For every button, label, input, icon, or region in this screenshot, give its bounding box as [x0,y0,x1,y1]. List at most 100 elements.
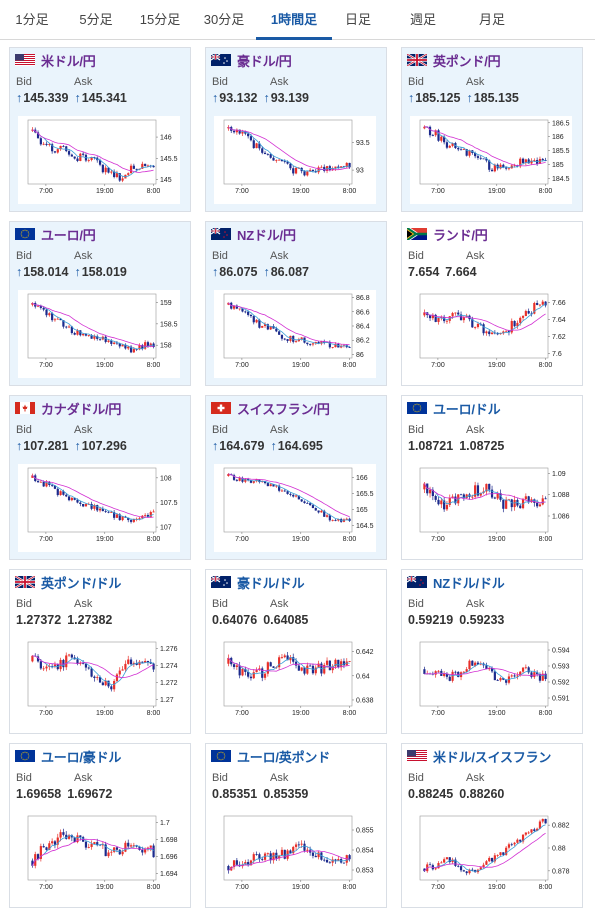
currency-pair-link[interactable]: ユーロ/円 [41,227,96,243]
candlestick-chart[interactable]: 1.09 1.088 1.086 7:00 19:00 8:00 [410,464,572,552]
currency-pair-link[interactable]: スイスフラン/円 [237,401,330,417]
currency-card[interactable]: NZドル/ドル Bid Ask 0.59219 0.59233 0.594 0.593 0.5… [401,569,583,734]
currency-pair-link[interactable]: ユーロ/ドル [433,401,501,417]
up-arrow-icon: ↑ [466,91,473,105]
candlestick-chart[interactable]: 0.882 0.88 0.878 7:00 19:00 8:00 [410,812,572,900]
bid-ask-labels: Bid Ask [408,424,484,436]
price-chart[interactable]: 7.66 7.64 7.62 7.6 7:00 19:00 8:00 [410,290,572,378]
currency-pair-link[interactable]: NZドル/ドル [433,575,505,591]
price-chart[interactable]: 93.5 93 7:00 19:00 8:00 [214,116,376,204]
currency-card[interactable]: ユーロ/英ポンド Bid Ask 0.85351 0.85359 0.855 0.854 0.… [205,743,387,908]
candle [513,320,516,328]
price-chart[interactable]: 0.642 0.64 0.638 7:00 19:00 8:00 [214,638,376,726]
price-chart[interactable]: 86.8 86.6 86.4 86.2 86 7:00 19:00 8:00 [214,290,376,378]
candlestick-chart[interactable]: 108 107.5 107 7:00 19:00 8:00 [18,464,180,552]
price-chart[interactable]: 146 145.5 145 7:00 19:00 8:00 [18,116,180,204]
candle [476,660,480,665]
price-chart[interactable]: 186.5 186 185.5 185 184.5 7:00 19:00 8:00 [410,116,572,204]
bid-ask-values: ↑ 86.075 ↑ 86.087 [212,265,315,279]
bid-label: Bid [16,772,32,784]
currency-pair-link[interactable]: ランド/円 [433,227,488,243]
tab-0[interactable]: 1分足 [15,12,49,27]
currency-card[interactable]: NZドル/円 Bid Ask ↑ 86.075 ↑ 86.087 86.8 86.6 86.4 86… [205,221,387,386]
x-tick-label: 8:00 [343,188,357,195]
currency-card[interactable]: 米ドル/スイスフラン Bid Ask 0.88245 0.88260 0.882 0.88 0… [401,743,583,908]
plot-frame [223,815,353,881]
price-chart[interactable]: 1.7 1.698 1.696 1.694 7:00 19:00 8:00 [18,812,180,900]
candle [73,156,76,160]
price-chart[interactable]: 0.882 0.88 0.878 7:00 19:00 8:00 [410,812,572,900]
currency-pair-link[interactable]: 英ポンド/ドル [41,575,122,591]
currency-card[interactable]: 豪ドル/円 Bid Ask ↑ 93.132 ↑ 93.139 93.5 93 7:00 19:00… [205,47,387,212]
candlestick-chart[interactable]: 93.5 93 7:00 19:00 8:00 [214,116,376,204]
currency-card[interactable]: カナダドル/円 Bid Ask ↑ 107.281 ↑ 107.296 108 107.5 107… [9,395,191,560]
currency-pair-link[interactable]: 米ドル/スイスフラン [433,749,552,765]
candlestick-chart[interactable]: 0.642 0.64 0.638 7:00 19:00 8:00 [214,638,376,726]
candlestick-chart[interactable]: 186.5 186 185.5 185 184.5 7:00 19:00 8:00 [410,116,572,204]
candle [524,664,527,670]
candlestick-chart[interactable]: 146 145.5 145 7:00 19:00 8:00 [18,116,180,204]
candle [297,841,300,848]
tab-6[interactable]: 週足 [409,12,436,27]
candlestick-chart[interactable]: 7.66 7.64 7.62 7.6 7:00 19:00 8:00 [410,290,572,378]
candle [530,158,533,166]
candlestick-chart[interactable]: 159 158.5 158 7:00 19:00 8:00 [18,290,180,378]
candle [59,490,62,496]
candle [42,665,45,671]
currency-card[interactable]: 豪ドル/ドル Bid Ask 0.64076 0.64085 0.642 0.64 0.638… [205,569,387,734]
price-chart[interactable]: 0.855 0.854 0.853 7:00 19:00 8:00 [214,812,376,900]
candle [227,473,230,477]
price-chart[interactable]: 108 107.5 107 7:00 19:00 8:00 [18,464,180,552]
price-chart[interactable]: 1.09 1.088 1.086 7:00 19:00 8:00 [410,464,572,552]
currency-pair-link[interactable]: 豪ドル/円 [237,53,292,69]
ma-long-line [32,129,154,173]
currency-card[interactable]: スイスフラン/円 Bid Ask ↑ 164.679 ↑ 164.695 166 165.5 16… [205,395,387,560]
card-header: スイスフラン/円 [211,400,330,417]
candle [255,142,258,149]
candle [331,519,334,522]
tab-7[interactable]: 月足 [478,12,505,27]
candlestick-chart[interactable]: 166 165.5 165 164.5 7:00 19:00 8:00 [214,464,376,552]
candlestick-chart[interactable]: 0.594 0.593 0.592 0.591 7:00 19:00 8:00 [410,638,572,726]
candle [533,827,536,832]
candlestick-chart[interactable]: 0.855 0.854 0.853 7:00 19:00 8:00 [214,812,376,900]
currency-pair-link[interactable]: 米ドル/円 [41,53,96,69]
candlestick-chart[interactable]: 1.276 1.274 1.272 1.27 7:00 19:00 8:00 [18,638,180,726]
price-chart[interactable]: 166 165.5 165 164.5 7:00 19:00 8:00 [214,464,376,552]
candlestick-chart[interactable]: 1.7 1.698 1.696 1.694 7:00 19:00 8:00 [18,812,180,900]
y-tick-label: 0.878 [552,868,570,875]
x-tick-label: 19:00 [488,884,506,891]
price-chart[interactable]: 0.594 0.593 0.592 0.591 7:00 19:00 8:00 [410,638,572,726]
candle [309,343,312,347]
currency-card[interactable]: ユーロ/円 Bid Ask ↑ 158.014 ↑ 158.019 159 158.5 158 7:… [9,221,191,386]
card-header: 米ドル/円 [15,52,96,69]
currency-card[interactable]: ユーロ/豪ドル Bid Ask 1.69658 1.69672 1.7 1.698 1.696… [9,743,191,908]
tab-2[interactable]: 15分足 [139,12,181,27]
currency-card[interactable]: ユーロ/ドル Bid Ask 1.08721 1.08725 1.09 1.088 1.086… [401,395,583,560]
candle [272,666,275,668]
currency-pair-link[interactable]: 豪ドル/ドル [237,575,305,591]
currency-card[interactable]: ランド/円 Bid Ask 7.654 7.664 7.66 7.64 7.62 7.6 7:00… [401,221,583,386]
currency-card[interactable]: 米ドル/円 Bid Ask ↑ 145.339 ↑ 145.341 146 145.5 145 7:… [9,47,191,212]
currency-pair-link[interactable]: ユーロ/英ポンド [237,749,331,765]
price-chart[interactable]: 159 158.5 158 7:00 19:00 8:00 [18,290,180,378]
tab-1[interactable]: 5分足 [79,12,113,27]
currency-card[interactable]: 英ポンド/円 Bid Ask ↑ 185.125 ↑ 185.135 186.5 186 185.… [401,47,583,212]
currency-pair-link[interactable]: 英ポンド/円 [433,53,501,69]
candle [266,153,269,156]
tab-4[interactable]: 1時間足 [256,0,332,40]
candle [56,833,59,849]
currency-card[interactable]: 英ポンド/ドル Bid Ask 1.27372 1.27382 1.276 1.274 1.2… [9,569,191,734]
price-chart[interactable]: 1.276 1.274 1.272 1.27 7:00 19:00 8:00 [18,638,180,726]
candle [42,843,45,848]
currency-pair-link[interactable]: カナダドル/円 [41,401,122,417]
currency-pair-link[interactable]: NZドル/円 [237,227,296,243]
candlestick-chart[interactable]: 86.8 86.6 86.4 86.2 86 7:00 19:00 8:00 [214,290,376,378]
currency-pair-link[interactable]: ユーロ/豪ドル [41,749,122,765]
x-tick-label: 19:00 [488,710,506,717]
candle [144,340,147,350]
tab-3[interactable]: 30分足 [203,12,245,27]
bid-ask-values: 1.08721 1.08725 [408,439,510,453]
y-tick-label: 164.5 [356,523,374,530]
tab-5[interactable]: 日足 [344,12,371,27]
